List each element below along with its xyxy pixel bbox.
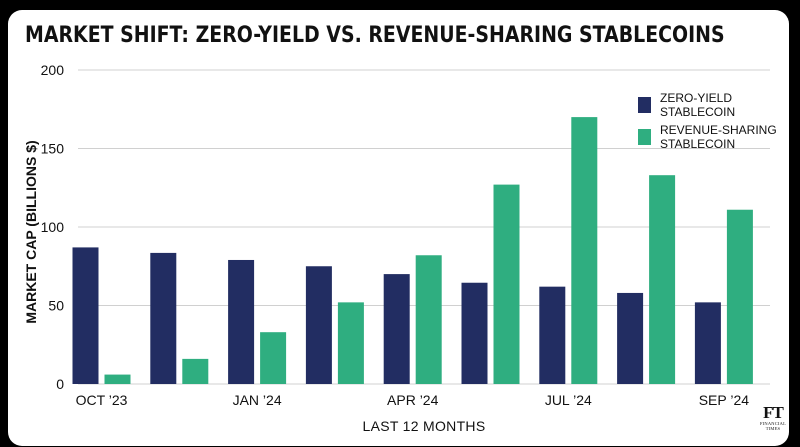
bar-zero-yield — [461, 282, 488, 384]
y-tick-label: 100 — [41, 219, 65, 235]
bar-chart: 0 50 100 150 200 OCT ’23 JAN ’24 APR ’24 JUL ’24… — [23, 62, 777, 434]
ft-logo-sub-line1: FINANCIAL — [759, 421, 787, 426]
legend-label: ZERO-YIELD — [660, 91, 732, 105]
x-axis-label: LAST 12 MONTHS — [363, 418, 486, 434]
y-tick-label: 50 — [48, 298, 64, 314]
bar-revenue-sharing — [337, 302, 364, 384]
bar-zero-yield — [694, 302, 721, 384]
x-tick-label: JUL ’24 — [545, 392, 592, 408]
ft-logo-sub-line2: TIMES — [765, 426, 781, 431]
bar-revenue-sharing — [726, 209, 753, 384]
bar-zero-yield — [383, 274, 410, 384]
y-tick-label: 150 — [41, 141, 65, 157]
chart-title: MARKET SHIFT: ZERO-YIELD VS. REVENUE-SHA… — [25, 23, 725, 48]
bar-revenue-sharing — [571, 117, 598, 384]
bar-zero-yield — [228, 259, 255, 384]
x-tick-label: OCT ’23 — [76, 392, 128, 408]
legend-label: STABLECOIN — [660, 137, 735, 151]
bar-revenue-sharing — [104, 374, 131, 384]
bar-zero-yield — [305, 266, 332, 384]
x-tick-label: SEP ’24 — [699, 392, 750, 408]
y-tick-label: 200 — [41, 62, 65, 78]
ft-logo: FT FINANCIAL TIMES — [759, 403, 787, 431]
bar-zero-yield — [72, 247, 99, 384]
bar-revenue-sharing — [260, 332, 287, 384]
bar-zero-yield — [617, 292, 644, 384]
legend-swatch-zero-yield — [638, 97, 651, 113]
bar-revenue-sharing — [182, 358, 209, 384]
x-tick-label: JAN ’24 — [233, 392, 282, 408]
y-axis-label: MARKET CAP (BILLIONS $) — [23, 140, 39, 323]
bar-zero-yield — [150, 252, 177, 384]
legend-swatch-revenue-sharing — [638, 129, 651, 145]
legend-label: REVENUE-SHARING — [660, 123, 777, 137]
chart-card: MARKET SHIFT: ZERO-YIELD VS. REVENUE-SHA… — [8, 10, 789, 446]
y-tick-label: 0 — [56, 376, 64, 392]
bar-zero-yield — [539, 286, 566, 384]
bar-revenue-sharing — [649, 175, 676, 384]
x-tick-label: APR ’24 — [387, 392, 439, 408]
bar-revenue-sharing — [415, 255, 442, 384]
ft-logo-mark: FT — [763, 403, 784, 422]
legend-label: STABLECOIN — [660, 105, 735, 119]
bar-revenue-sharing — [493, 184, 520, 384]
